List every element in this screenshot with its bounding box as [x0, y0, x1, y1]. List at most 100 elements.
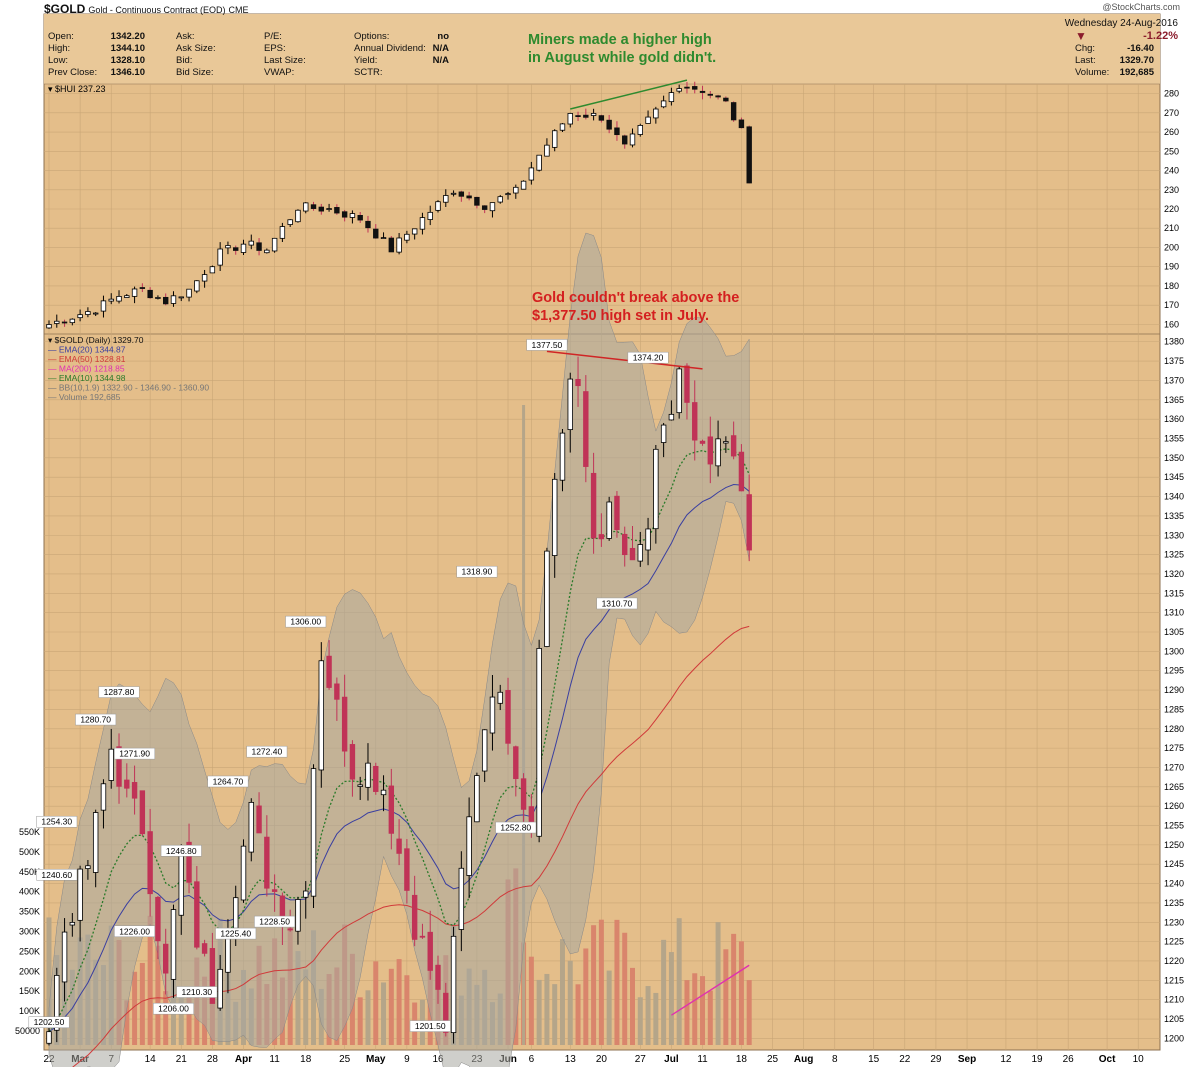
price-label: 1210.30 [176, 986, 218, 998]
y-tick-label: 1375 [1164, 356, 1184, 366]
x-tick-label: 20 [596, 1054, 608, 1065]
price-label: 1318.90 [456, 565, 498, 578]
quote-label: Chg: [1075, 43, 1096, 54]
y-tick-label: 1380 [1164, 337, 1184, 347]
price-label-box [153, 1002, 194, 1015]
y-tick-label: 1255 [1164, 821, 1184, 831]
hui-candle [443, 195, 449, 203]
hui-candle [450, 192, 457, 195]
x-tick-label: 21 [176, 1054, 188, 1065]
x-tick-label: 26 [1063, 1054, 1075, 1065]
x-tick-label: 11 [269, 1054, 280, 1065]
price-label: 1246.80 [160, 845, 202, 857]
lower-legend-item: — EMA(50) 1328.81 [48, 354, 126, 364]
gold-candle [365, 762, 371, 788]
price-label-box [36, 815, 78, 828]
y-tick-label: 210 [1164, 223, 1179, 233]
y-tick-label: 230 [1164, 185, 1179, 195]
hui-candle [334, 207, 340, 214]
price-label-box [456, 565, 498, 578]
volume-bar [357, 997, 363, 1045]
volume-tick-label: 300K [19, 927, 40, 937]
quote-label: Ask Size: [176, 43, 216, 54]
hui-candle [303, 202, 309, 212]
gold-candle [209, 948, 216, 1004]
price-label: 1206.00 [153, 1002, 194, 1015]
gold-candle [147, 831, 153, 895]
gold-candle [264, 836, 270, 889]
price-label-box [627, 351, 669, 364]
miners-annotation-line1: Miners made a higher high [528, 32, 712, 48]
gold-candle [614, 495, 620, 531]
gold-candle [668, 413, 675, 421]
gold-candle [186, 841, 192, 883]
price-label-box [409, 1020, 451, 1032]
price-label: 1271.90 [114, 747, 156, 760]
hui-candle [637, 125, 643, 135]
volume-tick-label: 500K [19, 847, 40, 857]
hui-candle [85, 311, 91, 315]
y-tick-label: 1280 [1164, 724, 1184, 734]
quote-label: Ask: [176, 31, 195, 42]
price-label-text: 1240.60 [41, 870, 72, 880]
gold-candle [583, 391, 589, 467]
gold-candle [295, 899, 301, 932]
hui-candle [318, 206, 324, 212]
gold-candle [606, 501, 612, 539]
hui-candle [139, 287, 146, 289]
y-tick-label: 1310 [1164, 608, 1184, 618]
quote-value: 1329.70 [1119, 55, 1154, 66]
hui-candle [723, 97, 729, 102]
gold-candle [513, 746, 519, 780]
volume-bar [622, 932, 628, 1045]
hui-candle [194, 280, 200, 292]
y-tick-label: 1335 [1164, 511, 1184, 521]
hui-candle [645, 116, 651, 124]
gold-candle [427, 931, 433, 971]
hui-candle [707, 93, 713, 96]
price-label-box [495, 821, 537, 834]
price-label: 1228.50 [254, 915, 296, 928]
volume-bar [381, 982, 387, 1045]
gold-candle [318, 660, 324, 771]
y-tick-label: 1330 [1164, 530, 1184, 540]
hui-candle [295, 209, 301, 223]
gold-candle [233, 897, 239, 929]
gold-candle [450, 935, 457, 1034]
gold-candle [139, 790, 146, 835]
volume-bar [155, 945, 161, 1045]
gold-candle [684, 365, 690, 403]
price-label-text: 1252.80 [500, 823, 531, 833]
hui-candle [310, 204, 317, 209]
gold-candle [489, 696, 496, 734]
quote-value: N/A [432, 43, 449, 54]
hui-candle [684, 86, 690, 89]
hui-candle [240, 243, 247, 253]
price-label-box [36, 869, 78, 881]
price-label-box [98, 686, 140, 698]
price-label-text: 1226.00 [119, 926, 150, 936]
quote-label: VWAP: [264, 67, 295, 78]
price-label: 1225.40 [215, 927, 257, 940]
gold-candle [590, 472, 597, 539]
volume-bar [661, 939, 667, 1045]
y-tick-label: 1325 [1164, 550, 1184, 560]
x-tick-label: Jul [664, 1054, 679, 1065]
price-label: 1240.60 [36, 869, 78, 881]
quote-label: Last Size: [264, 55, 306, 66]
y-tick-label: 280 [1164, 89, 1179, 99]
hui-candle [92, 312, 99, 315]
hui-candle [155, 297, 161, 299]
miners-annotation: Miners made a higher high in August whil… [528, 31, 716, 67]
gold-candle [116, 746, 122, 787]
hui-candle [124, 295, 130, 298]
hui-candle [520, 180, 527, 190]
volume-tick-label: 250K [19, 946, 40, 956]
gold-candle [69, 921, 76, 926]
quote-label: Bid: [176, 55, 193, 66]
volume-bar [132, 971, 138, 1045]
gold-candle [544, 550, 550, 647]
volume-bar [630, 967, 635, 1045]
gold-candle [481, 729, 488, 772]
volume-tick-label: 400K [19, 887, 40, 897]
